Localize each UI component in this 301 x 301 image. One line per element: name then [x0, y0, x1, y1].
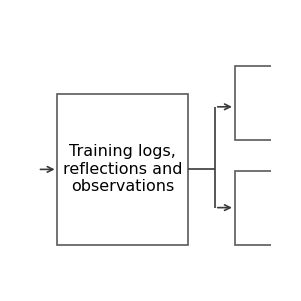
FancyBboxPatch shape [235, 66, 281, 140]
Text: Training logs,
reflections and
observations: Training logs, reflections and observati… [63, 144, 182, 194]
FancyBboxPatch shape [57, 94, 188, 245]
FancyBboxPatch shape [235, 171, 281, 245]
